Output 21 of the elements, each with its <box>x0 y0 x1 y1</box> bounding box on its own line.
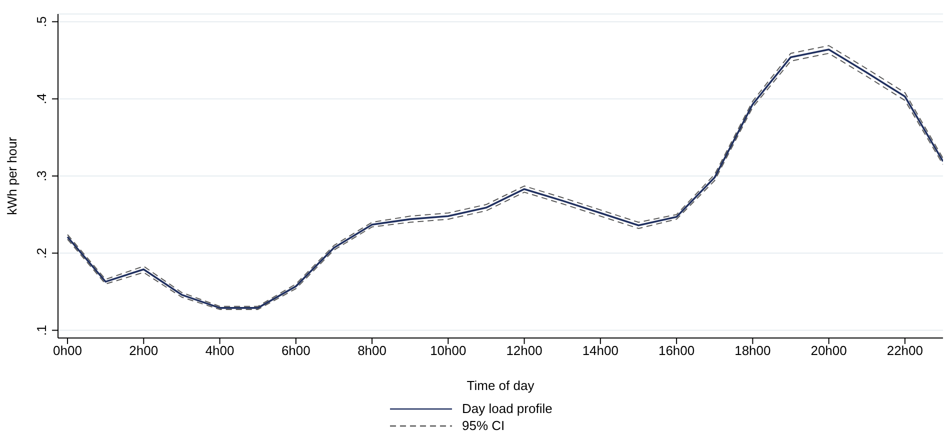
x-tick-label: 22h00 <box>886 343 924 358</box>
y-tick-label: .5 <box>34 16 49 28</box>
legend-label: Day load profile <box>462 401 552 416</box>
y-tick-label: .1 <box>34 324 49 336</box>
x-tick-label: 8h00 <box>358 343 386 358</box>
x-tick-label: 16h00 <box>658 343 695 358</box>
y-tick-label: .3 <box>34 170 49 182</box>
y-tick-label: .4 <box>34 93 49 104</box>
x-axis-title: Time of day <box>466 378 535 393</box>
x-tick-label: 12h00 <box>506 343 542 358</box>
x-tick-label: 20h00 <box>810 343 847 358</box>
y-tick-label: .2 <box>34 248 49 259</box>
x-tick-label: 10h00 <box>430 343 466 358</box>
legend-label: 95% CI <box>462 418 505 433</box>
x-tick-label: 2h00 <box>129 343 158 358</box>
x-tick-label: 18h00 <box>734 343 771 358</box>
x-tick-label: 6h00 <box>281 343 310 358</box>
x-tick-label: 14h00 <box>582 343 618 358</box>
x-tick-label: 0h00 <box>53 343 82 358</box>
x-tick-label: 4h00 <box>205 343 234 358</box>
y-axis-title: kWh per hour <box>4 136 20 216</box>
